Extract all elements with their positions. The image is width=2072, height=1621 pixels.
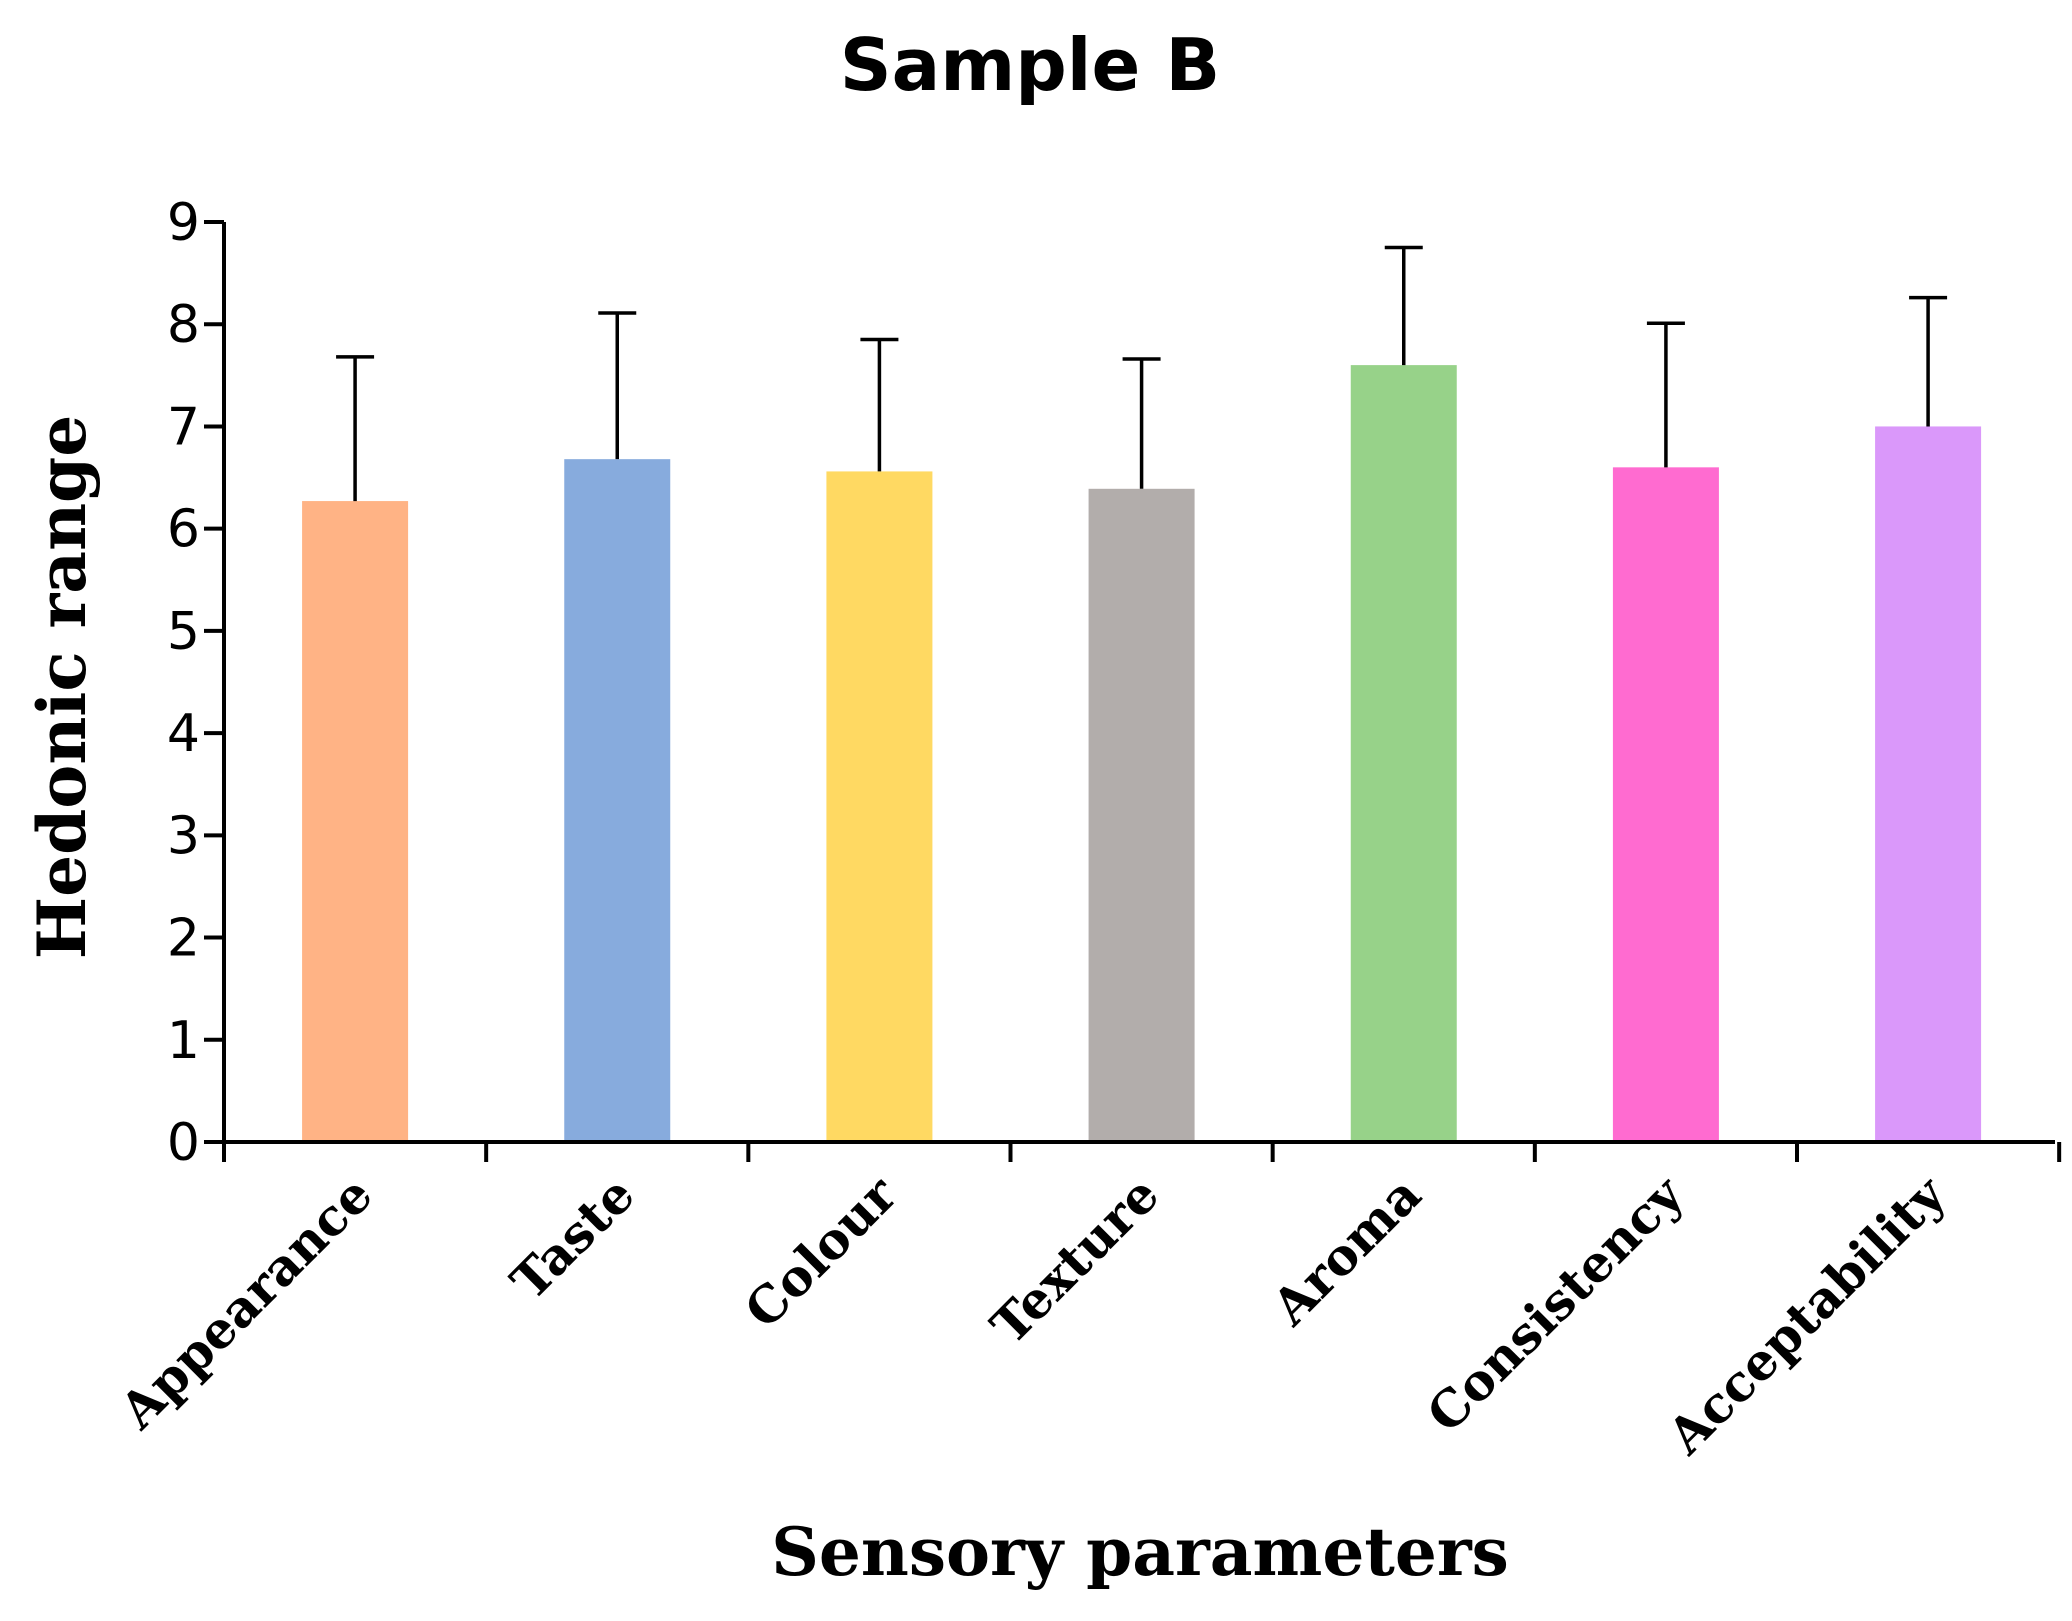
x-tick-label-appearance: Appearance (108, 1165, 384, 1441)
y-tick-label: 1 (167, 1011, 200, 1071)
x-tick-label-acceptability: Acceptability (1655, 1163, 1958, 1466)
y-tick-label: 3 (167, 806, 200, 866)
y-tick-label: 8 (167, 295, 200, 355)
y-tick-label: 6 (167, 500, 200, 560)
x-tick-label-texture: Texture (979, 1165, 1170, 1356)
x-axis-label: Sensory parameters (771, 1513, 1509, 1591)
y-tick-label: 0 (167, 1113, 200, 1173)
x-tick-label-aroma: Aroma (1260, 1165, 1432, 1337)
y-tick-label: 5 (167, 602, 200, 662)
bar-taste (564, 459, 671, 1143)
y-axis-label: Hedonic range (23, 415, 101, 959)
bar-consistency (1612, 467, 1719, 1142)
plot-area: 0 1 2 3 4 5 6 7 8 9 Appearance Taste Colour Texture Ar… (108, 193, 2062, 1466)
bar-acceptability (1875, 426, 1982, 1142)
bar-texture (1088, 488, 1195, 1142)
x-tick-label-taste: Taste (499, 1165, 645, 1311)
y-tick-label: 9 (167, 193, 200, 253)
y-tick-label: 2 (167, 909, 200, 969)
chart-title: Sample B (840, 23, 1220, 107)
bar-colour (826, 471, 933, 1142)
y-tick-label: 7 (167, 397, 200, 457)
bar-aroma (1350, 365, 1457, 1143)
bar-appearance (302, 501, 409, 1143)
y-tick-label: 4 (167, 704, 200, 764)
x-tick-label-colour: Colour (733, 1164, 908, 1339)
x-tick-label-consistency: Consistency (1415, 1163, 1695, 1443)
